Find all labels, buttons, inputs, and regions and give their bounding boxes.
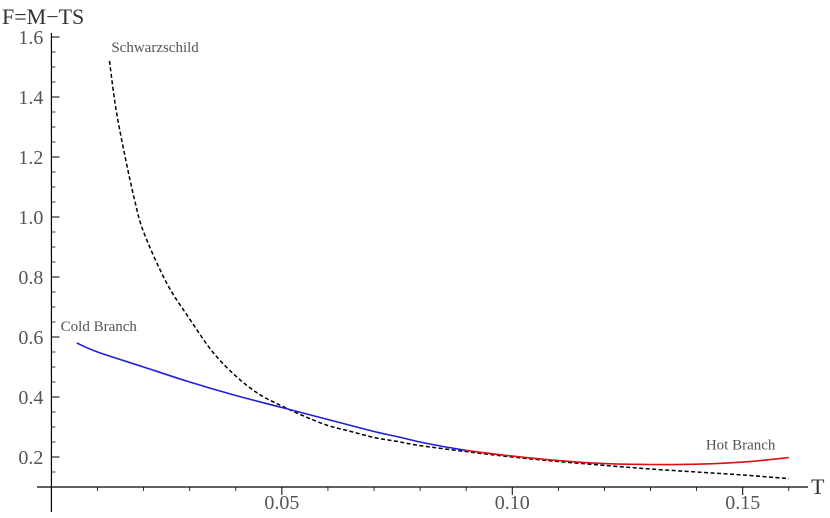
y-tick-label: 0.8 (18, 267, 43, 289)
y-axis-title: F=M−TS (2, 4, 84, 29)
axes (37, 33, 808, 512)
y-tick-label: 1.6 (18, 27, 43, 49)
labels: F=M−TS T 0.05 0.10 0.15 0.2 0.4 0.6 0.8 1.0 1.2 1… (2, 4, 825, 514)
y-tick-label: 1.2 (18, 147, 43, 169)
x-tick-label: 0.10 (495, 492, 530, 514)
hot-branch-curve (466, 449, 789, 466)
y-tick-label: 0.4 (18, 387, 43, 409)
y-tick-label: 1.0 (18, 207, 43, 229)
cold-branch-curve (76, 342, 467, 452)
y-tick-label: 0.6 (18, 327, 43, 349)
x-tick-label: 0.15 (725, 492, 760, 514)
x-axis-title: T (811, 474, 825, 499)
cold-branch-label: Cold Branch (61, 319, 138, 335)
y-tick-label: 0.2 (18, 447, 43, 469)
x-tick-label: 0.05 (264, 492, 299, 514)
hot-branch-label: Hot Branch (706, 438, 776, 454)
curves (76, 60, 789, 480)
y-tick-label: 1.4 (18, 87, 43, 109)
schwarzschild-label: Schwarzschild (111, 40, 199, 56)
schwarzschild-curve (108, 60, 789, 480)
